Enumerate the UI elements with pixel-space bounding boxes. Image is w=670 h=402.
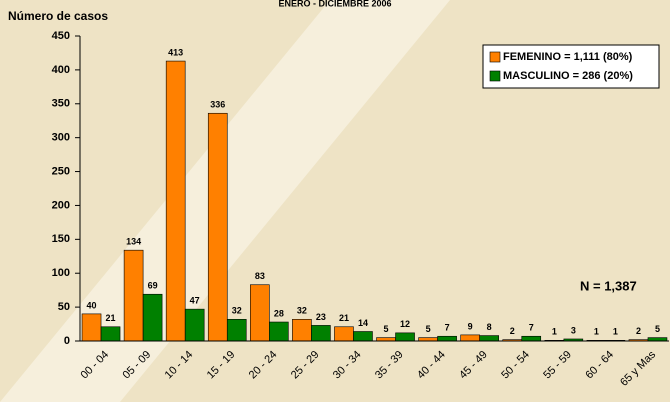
data-label: 40 [87, 300, 97, 310]
bar [376, 337, 396, 342]
y-tick-label: 100 [52, 267, 70, 279]
y-tick-label: 0 [64, 335, 70, 347]
data-label: 69 [148, 281, 158, 291]
bar [521, 335, 542, 342]
y-tick-label: 350 [52, 98, 70, 110]
bar [479, 335, 499, 342]
bar [311, 325, 331, 342]
data-label: 1 [552, 327, 557, 337]
bar [250, 284, 270, 342]
bar [123, 249, 144, 342]
bar [207, 112, 228, 342]
legend-box [482, 44, 660, 89]
data-label: 8 [487, 322, 492, 332]
data-label: 32 [232, 306, 242, 316]
data-label: 14 [358, 318, 368, 328]
y-tick-label: 450 [52, 30, 70, 42]
data-label: 9 [468, 321, 473, 331]
y-tick-label: 200 [52, 199, 70, 211]
data-label: 32 [297, 306, 307, 316]
data-label: 2 [510, 326, 515, 336]
data-label: 336 [210, 100, 225, 110]
y-axis-label: Número de casos [8, 9, 108, 23]
bar [142, 293, 163, 342]
bar [269, 321, 289, 342]
legend-label: MASCULINO = 286 (20%) [503, 70, 633, 82]
data-label: 83 [255, 271, 265, 281]
bar [460, 334, 480, 342]
bar [334, 326, 354, 342]
bar [165, 60, 186, 342]
bar [647, 337, 668, 342]
bar [100, 326, 121, 342]
data-label: 28 [274, 308, 284, 318]
legend-swatch [489, 51, 501, 63]
data-label: 1 [613, 327, 618, 337]
data-label: 413 [168, 47, 183, 57]
bar [437, 335, 457, 342]
bar [292, 319, 312, 342]
data-label: 21 [339, 313, 349, 323]
y-tick-label: 50 [58, 301, 70, 313]
data-label: 3 [571, 325, 576, 335]
legend-swatch [489, 70, 501, 82]
bar [418, 337, 438, 342]
data-label: 134 [126, 237, 141, 247]
y-tick-label: 150 [52, 233, 70, 245]
y-tick-label: 300 [52, 132, 70, 144]
bar [395, 332, 415, 342]
bar [184, 308, 205, 342]
y-tick-label: 400 [52, 64, 70, 76]
data-label: 21 [106, 313, 116, 323]
data-label: 47 [190, 296, 200, 306]
chart-title: ENERO - DICIEMBRE 2006 [278, 0, 391, 8]
data-label: 5 [426, 324, 431, 334]
data-label: 5 [655, 324, 660, 334]
data-label: 5 [384, 324, 389, 334]
data-label: 7 [529, 323, 534, 333]
data-label: 7 [445, 323, 450, 333]
legend-label: FEMENINO = 1,111 (80%) [503, 51, 633, 63]
bar [353, 331, 373, 342]
y-tick-label: 250 [52, 165, 70, 177]
bar [226, 319, 247, 342]
annotation: N = 1,387 [580, 278, 637, 293]
data-label: 12 [400, 319, 410, 329]
data-label: 23 [316, 312, 326, 322]
data-label: 1 [594, 327, 599, 337]
data-label: 2 [636, 326, 641, 336]
bar [81, 313, 102, 342]
